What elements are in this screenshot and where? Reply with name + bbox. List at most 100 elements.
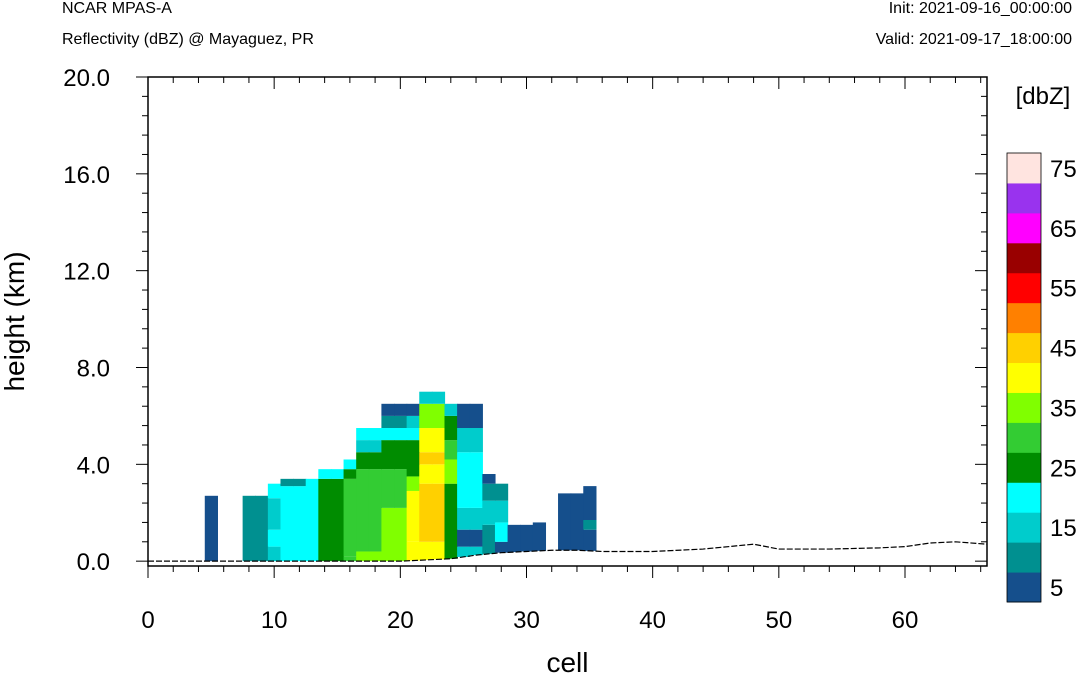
reflectivity-cell <box>494 483 509 501</box>
colorbar-frame <box>1006 152 1042 603</box>
colorbar-label: 5 <box>1050 575 1063 602</box>
colorbar-label: 25 <box>1050 455 1077 482</box>
reflectivity-cell <box>444 415 458 441</box>
reflectivity-cell <box>267 546 282 562</box>
reflectivity-cell <box>356 428 370 441</box>
init-time: Init: 2021-09-16_00:00:00 <box>888 0 1072 17</box>
reflectivity-cell <box>330 478 345 562</box>
reflectivity-cell <box>457 452 471 508</box>
colorbar-swatch <box>1007 452 1041 483</box>
reflectivity-cell <box>469 452 483 508</box>
reflectivity-cell <box>507 524 521 553</box>
reflectivity-cell <box>330 469 345 479</box>
colorbar-label: 65 <box>1050 216 1077 243</box>
axis-tick-labels: 0 10 20 30 40 50 60 0.0 4.0 8.0 12.0 16.0 20.0 <box>63 65 918 634</box>
reflectivity-cell <box>381 428 395 441</box>
reflectivity-cell <box>280 478 294 487</box>
reflectivity-cell <box>381 440 395 470</box>
colorbar-swatch <box>1007 362 1041 393</box>
terrain-line <box>148 541 988 562</box>
reflectivity-cell <box>267 529 282 547</box>
y-tick-label: 16.0 <box>63 162 110 189</box>
reflectivity-cell <box>368 428 383 441</box>
reflectivity-cell <box>494 541 509 553</box>
colorbar-swatch <box>1007 542 1041 573</box>
reflectivity-cell <box>457 546 471 557</box>
reflectivity-cell <box>482 474 496 484</box>
reflectivity-cells <box>204 391 597 562</box>
terrain-layer <box>148 541 988 562</box>
reflectivity-cell <box>419 403 433 429</box>
reflectivity-cell <box>532 522 547 551</box>
reflectivity-cell <box>469 428 483 453</box>
colorbar-label: 15 <box>1050 515 1077 542</box>
reflectivity-cell <box>431 464 446 484</box>
reflectivity-cell <box>419 391 433 404</box>
reflectivity-cell <box>381 403 395 416</box>
reflectivity-cell <box>406 403 420 416</box>
reflectivity-cell <box>431 541 446 560</box>
reflectivity-cell <box>583 529 597 551</box>
reflectivity-cell <box>318 478 332 562</box>
reflectivity-cell <box>494 500 509 523</box>
reflectivity-cell <box>356 551 370 562</box>
colorbar-label: 35 <box>1050 395 1077 422</box>
reflectivity-cell <box>469 507 483 530</box>
colorbar: 5 15 25 35 45 55 65 75 <box>1006 152 1077 603</box>
x-tick-label: 10 <box>261 607 288 634</box>
y-tick-label: 20.0 <box>63 65 110 92</box>
reflectivity-cell <box>267 498 282 530</box>
reflectivity-cell <box>368 551 383 562</box>
reflectivity-cell <box>356 452 370 470</box>
reflectivity-cell <box>419 483 433 542</box>
reflectivity-cell <box>419 428 433 453</box>
reflectivity-cell <box>482 524 496 554</box>
axis-ticks <box>136 76 987 578</box>
x-axis-label: cell <box>546 647 588 677</box>
reflectivity-cell <box>482 500 496 525</box>
reflectivity-cell <box>318 469 332 479</box>
reflectivity-cell <box>406 440 420 477</box>
reflectivity-cell <box>444 459 458 484</box>
colorbar-swatch <box>1007 512 1041 543</box>
reflectivity-cell <box>368 440 383 453</box>
reflectivity-cell <box>457 529 471 547</box>
colorbar-label: 55 <box>1050 276 1077 303</box>
x-tick-label: 0 <box>141 607 154 634</box>
reflectivity-cell <box>457 428 471 453</box>
reflectivity-cell <box>204 495 218 562</box>
reflectivity-cell <box>406 476 420 491</box>
colorbar-swatch <box>1007 182 1041 214</box>
reflectivity-cell <box>406 415 420 429</box>
reflectivity-cell <box>431 452 446 465</box>
reflectivity-cell <box>444 483 458 559</box>
reflectivity-cell <box>406 541 420 561</box>
reflectivity-cell <box>469 546 483 556</box>
reflectivity-cell <box>381 415 395 429</box>
reflectivity-cell <box>406 490 420 542</box>
reflectivity-cell <box>482 483 496 501</box>
plot-subtitle: Reflectivity (dBZ) @ Mayaguez, PR <box>62 31 314 48</box>
reflectivity-cell <box>583 520 597 530</box>
reflectivity-cell <box>469 403 483 429</box>
reflectivity-cell <box>394 428 408 441</box>
y-tick-label: 0.0 <box>77 549 110 576</box>
reflectivity-cell <box>293 486 307 562</box>
reflectivity-cell <box>356 440 370 453</box>
colorbar-label: 45 <box>1050 336 1077 363</box>
x-tick-label: 40 <box>639 607 666 634</box>
reflectivity-cell <box>394 415 408 429</box>
colorbar-swatch <box>1007 392 1041 423</box>
reflectivity-cell <box>368 452 383 470</box>
x-tick-label: 20 <box>387 607 414 634</box>
reflectivity-cell <box>444 440 458 460</box>
reflectivity-cell <box>267 483 282 499</box>
reflectivity-cell <box>280 486 294 562</box>
colorbar-units: [dbZ] <box>1016 83 1071 110</box>
reflectivity-cell <box>305 478 319 562</box>
reflectivity-cell <box>394 440 408 470</box>
colorbar-swatch <box>1007 153 1041 184</box>
reflectivity-cell <box>570 493 584 551</box>
reflectivity-cell <box>431 428 446 453</box>
reflectivity-cell <box>255 495 269 562</box>
